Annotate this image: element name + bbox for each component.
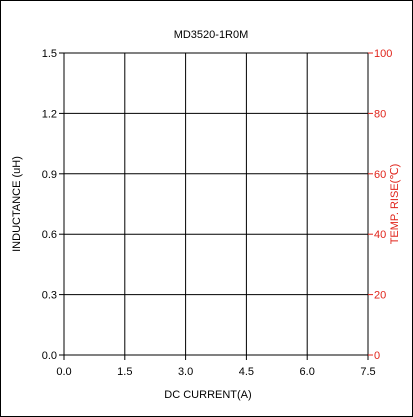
y-tick-label: 0.6 <box>42 229 57 241</box>
x-tick-label: 7.5 <box>360 366 375 378</box>
x-tick-label: 3.0 <box>178 366 193 378</box>
grid <box>64 53 368 355</box>
y-tick-label: 1.5 <box>42 48 57 60</box>
y2-tick-label: 40 <box>374 229 386 241</box>
x-tick-label: 4.5 <box>239 366 254 378</box>
y-axis-label: INDUCTANCE (uH) <box>11 156 23 252</box>
x-tick-label: 1.5 <box>117 366 132 378</box>
chart-title: MD3520-1R0M <box>174 29 249 41</box>
x-tick-label: 0.0 <box>56 366 71 378</box>
y2-tick-label: 0 <box>374 350 380 362</box>
x-axis-label: DC CURRENT(A) <box>164 389 251 401</box>
plot-area <box>63 52 369 356</box>
x-tick-label: 6.0 <box>300 366 315 378</box>
y-tick-label: 1.2 <box>42 108 57 120</box>
y2-tick-label: 80 <box>374 108 386 120</box>
y2-tick-label: 100 <box>374 48 392 60</box>
ticks: 0.0 1.5 3.0 4.5 6.0 7.5 0.0 0.3 0.6 0.9 1.2 1.5 0 20 4… <box>42 48 393 378</box>
y-tick-label: 0.3 <box>42 290 57 302</box>
y-tick-label: 0.9 <box>42 169 57 181</box>
y2-tick-label: 60 <box>374 169 386 181</box>
y2-tick-label: 20 <box>374 290 386 302</box>
y-tick-label: 0.0 <box>42 350 57 362</box>
y2-axis-label: TEMP. RISE(℃) <box>389 164 401 245</box>
